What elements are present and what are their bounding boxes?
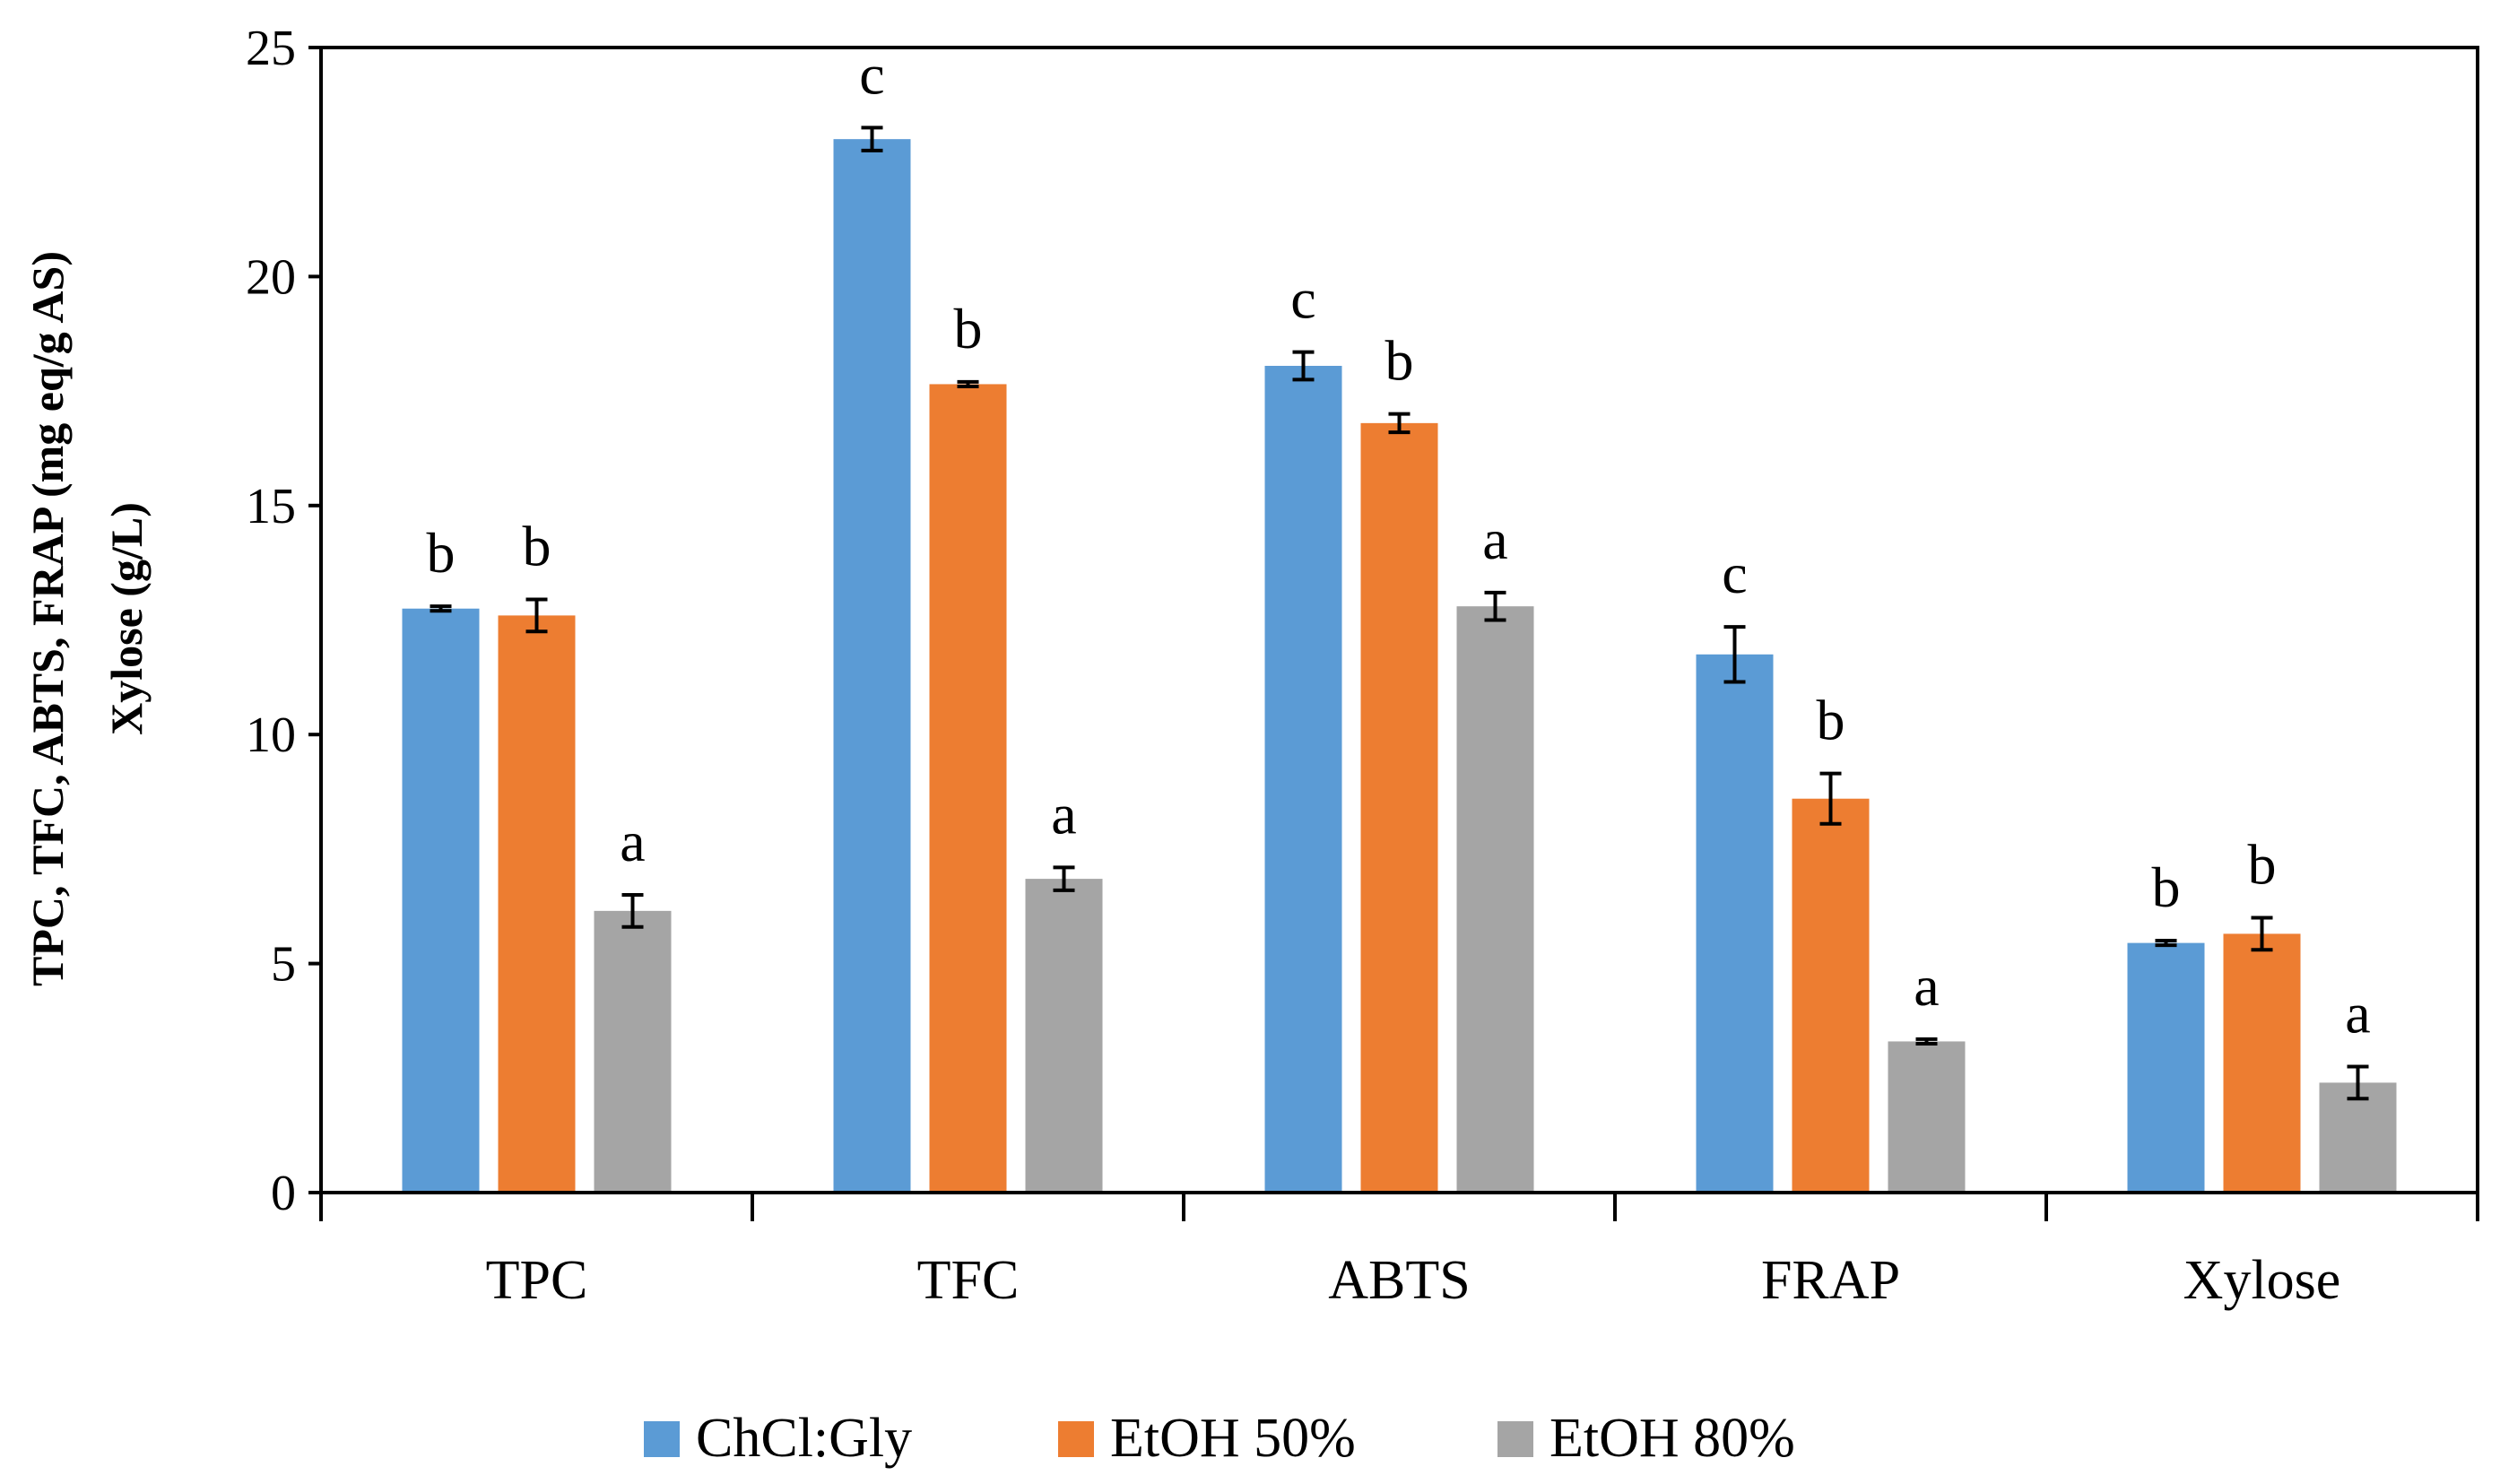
- legend-swatch: [1058, 1421, 1094, 1457]
- bar: [2127, 942, 2205, 1193]
- legend-swatch: [644, 1421, 680, 1457]
- bar: [2223, 933, 2301, 1193]
- bar: [1456, 606, 1534, 1193]
- significance-letter: a: [620, 810, 645, 873]
- x-category-label: TFC: [917, 1250, 1020, 1311]
- y-axis-title-line-2: Xylose (g/L): [101, 502, 152, 735]
- y-axis-title: TPC, TFC, ABTS, FRAP (mg eq/g AS) Xylose…: [22, 251, 152, 986]
- bar: [1696, 654, 1774, 1193]
- significance-letter: b: [1385, 329, 1414, 393]
- y-tick-label: 25: [246, 21, 296, 76]
- x-category-label: ABTS: [1328, 1250, 1470, 1311]
- y-axis-ticks: 0 5 10 15 20 25: [246, 21, 321, 1221]
- bar: [1025, 879, 1103, 1193]
- bar: [1792, 798, 1870, 1193]
- y-tick-label: 0: [271, 1166, 296, 1221]
- significance-letter: c: [1290, 267, 1315, 331]
- significance-labels: b c c c b b b b b b a a a a a: [427, 42, 2371, 1045]
- x-category-label: FRAP: [1761, 1250, 1900, 1311]
- error-bars: [430, 126, 2369, 1101]
- x-category-label: TPC: [486, 1250, 588, 1311]
- significance-letter: b: [2152, 855, 2181, 919]
- bar: [929, 384, 1007, 1193]
- y-axis-title-line-1: TPC, TFC, ABTS, FRAP (mg eq/g AS): [22, 251, 73, 986]
- significance-letter: b: [427, 521, 456, 585]
- significance-letter: b: [523, 515, 551, 578]
- bar: [402, 608, 480, 1193]
- legend: ChCl:Gly EtOH 50% EtOH 80%: [644, 1408, 1795, 1469]
- bar: [2319, 1082, 2397, 1193]
- x-category-label: Xylose: [2183, 1250, 2341, 1311]
- legend-label: ChCl:Gly: [696, 1408, 912, 1469]
- plot-area-frame: [319, 46, 2479, 1194]
- y-tick-label: 15: [246, 479, 296, 534]
- bar: [833, 139, 911, 1193]
- y-tick-label: 5: [271, 937, 296, 993]
- legend-swatch: [1497, 1421, 1533, 1457]
- significance-letter: b: [1817, 689, 1845, 752]
- bar-series: [402, 139, 2397, 1193]
- bar: [1360, 422, 1438, 1193]
- significance-letter: c: [1722, 542, 1747, 605]
- significance-letter: a: [1051, 782, 1076, 846]
- legend-label: EtOH 80%: [1549, 1408, 1795, 1469]
- bar: [594, 910, 672, 1193]
- y-tick-label: 20: [246, 249, 296, 305]
- significance-letter: a: [2345, 982, 2370, 1046]
- bar: [1264, 366, 1342, 1193]
- significance-letter: b: [2248, 833, 2277, 897]
- significance-letter: b: [954, 297, 983, 360]
- legend-label: EtOH 50%: [1110, 1408, 1356, 1469]
- bar: [1888, 1041, 1966, 1193]
- significance-letter: c: [859, 42, 884, 106]
- y-tick-label: 10: [246, 707, 296, 763]
- bar: [498, 615, 576, 1193]
- x-axis-ticks: TPC TFC ABTS FRAP Xylose: [319, 1193, 2479, 1311]
- significance-letter: a: [1914, 954, 1939, 1018]
- significance-letter: a: [1482, 508, 1507, 571]
